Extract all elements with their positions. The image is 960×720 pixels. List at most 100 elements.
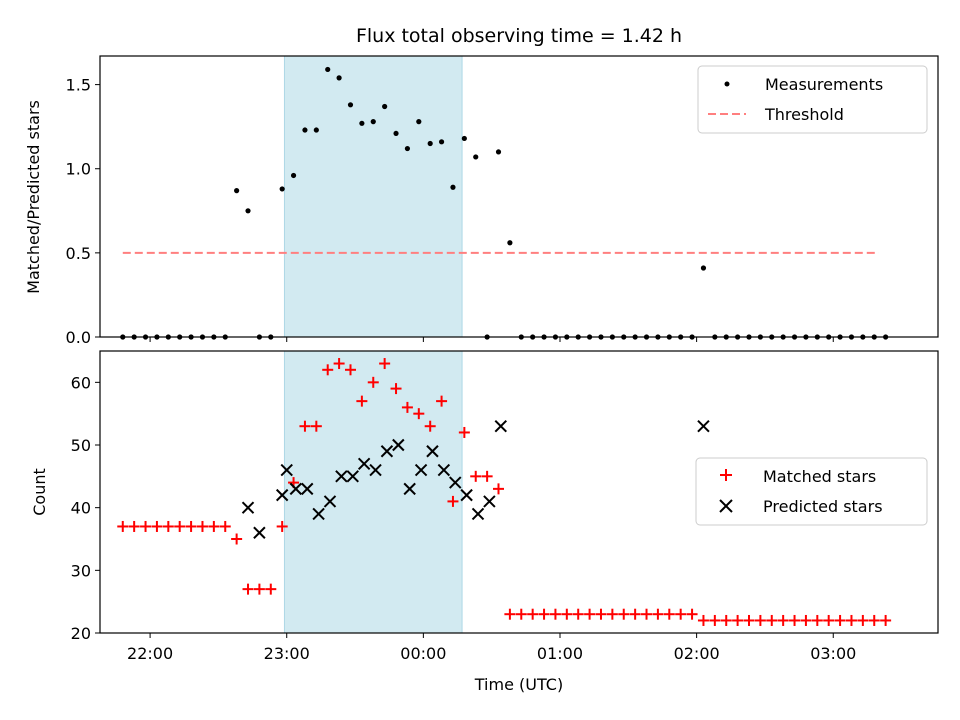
matched-star-point (231, 533, 243, 545)
bottom-y-tick-label: 50 (71, 436, 91, 455)
bottom-legend: Matched stars Predicted stars (695, 457, 928, 526)
top-panel: 0.0 0.5 1.0 1.5 Flux total observing time =… (24, 25, 939, 347)
matched-star-point (424, 420, 436, 432)
bottom-panel: 20 30 40 50 60 22:00 23:00 00:00 01:00 02:00 03:0… (30, 350, 939, 694)
top-y-tick-label: 0.5 (66, 244, 91, 263)
predicted-star-point (369, 463, 382, 477)
matched-star-point (310, 420, 322, 432)
legend-matched-marker (720, 469, 732, 481)
matched-star-point (436, 395, 448, 407)
measurement-point (336, 75, 342, 81)
predicted-star-point (323, 495, 337, 508)
bottom-observing-span (283, 350, 463, 634)
matched-star-point (652, 608, 664, 620)
predicted-star-point (403, 482, 416, 496)
predicted-star-point (312, 507, 325, 521)
predicted-star-point (414, 463, 428, 477)
bottom-x-tick-label: 03:00 (810, 644, 856, 663)
measurement-point (427, 140, 433, 147)
matched-star-point (880, 614, 892, 626)
matched-star-point (481, 470, 493, 482)
bottom-x-axis-label: Time (UTC) (474, 675, 563, 694)
predicted-star-point (253, 526, 266, 539)
measurement-point (279, 186, 285, 192)
predicted-star-point (357, 457, 371, 471)
bottom-y-tick-label: 30 (71, 561, 91, 580)
legend-predicted-marker (719, 499, 733, 513)
measurement-point (359, 120, 365, 126)
measurement-point (438, 139, 445, 145)
predicted-star-point (483, 495, 496, 508)
predicted-star-point (346, 470, 359, 483)
matched-star-point (117, 520, 129, 532)
measurement-point (450, 184, 456, 190)
matched-star-point (789, 614, 801, 626)
matched-star-point (857, 614, 869, 626)
matched-star-point (253, 583, 265, 595)
predicted-star-point (392, 438, 405, 452)
measurement-point (382, 103, 388, 110)
matched-star-point (174, 520, 186, 532)
measurement-point (347, 102, 354, 108)
measurement-point (495, 149, 502, 155)
predicted-star-point (275, 488, 289, 502)
matched-star-point (367, 376, 379, 388)
predicted-star-point (460, 488, 473, 502)
matched-star-point (709, 614, 721, 626)
matched-star-point (515, 608, 527, 620)
matched-star-point (641, 608, 653, 620)
matched-star-point (766, 614, 778, 626)
chart-title: Flux total observing time = 1.42 h (356, 25, 682, 47)
legend-measurements-marker (724, 81, 730, 87)
matched-star-point (322, 364, 334, 376)
matched-star-point (538, 608, 550, 620)
matched-star-point (732, 614, 744, 626)
legend-predicted-label: Predicted stars (763, 497, 883, 516)
bottom-y-tick-label: 60 (71, 373, 91, 392)
bottom-y-axis-label: Count (30, 468, 49, 516)
top-plot-frame (99, 55, 939, 338)
matched-star-point (401, 401, 413, 413)
matched-star-point (800, 614, 812, 626)
predicted-star-point (241, 501, 255, 514)
matched-star-point (743, 614, 755, 626)
matched-star-point (242, 583, 254, 595)
matched-star-point (549, 608, 561, 620)
top-y-tick-label: 1.0 (66, 160, 91, 179)
matched-star-point (379, 358, 391, 370)
predicted-star-point (335, 470, 348, 483)
matched-star-point (185, 520, 197, 532)
bottom-y-tick-label: 40 (71, 499, 91, 518)
measurement-point (245, 208, 251, 214)
matched-star-point (754, 614, 766, 626)
matched-star-point (162, 520, 174, 532)
predicted-star-point (280, 463, 293, 477)
measurement-point (290, 172, 297, 179)
matched-star-point (686, 608, 698, 620)
bottom-x-tick-label: 00:00 (400, 644, 446, 663)
top-legend-box (697, 65, 928, 134)
matched-star-point (595, 608, 607, 620)
measurement-point (416, 119, 422, 125)
legend-threshold-label: Threshold (764, 105, 844, 124)
measurement-point (461, 135, 467, 142)
measurement-point (370, 119, 376, 125)
matched-star-point (868, 614, 880, 626)
matched-star-point (811, 614, 823, 626)
predicted-star-point (471, 507, 485, 521)
matched-star-point (128, 520, 140, 532)
measurement-point (325, 66, 331, 73)
top-legend: Measurements Threshold (697, 65, 928, 134)
matched-star-point (356, 395, 368, 407)
predicted-star-point (449, 476, 462, 489)
matched-star-point (504, 608, 516, 620)
matched-star-point (151, 520, 163, 532)
matched-star-point (219, 520, 231, 532)
matched-star-point (697, 614, 709, 626)
predicted-star-point (494, 419, 507, 433)
matched-star-point (845, 614, 857, 626)
measurement-point (700, 265, 707, 271)
bottom-plot-frame (99, 350, 939, 634)
matched-star-point (834, 614, 846, 626)
